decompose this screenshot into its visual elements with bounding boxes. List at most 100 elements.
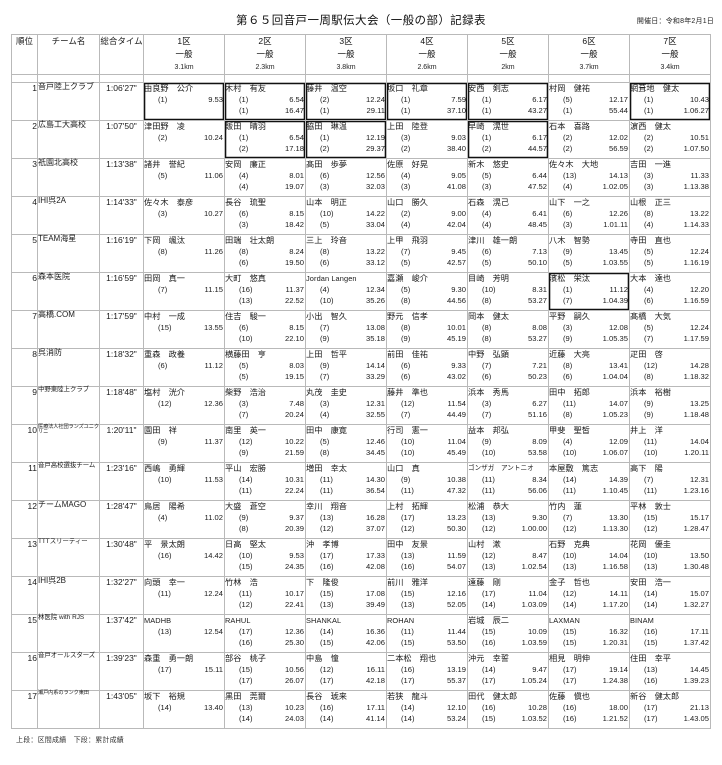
- table-row[interactable]: 17 瀬戸内系のランク東田 1:43'05" 坂下 裕規 (14) 13.40 黒田 莞爾(…: [11, 690, 711, 729]
- cumulative-time: 37.10: [446, 106, 466, 115]
- leg-split-line: (5) 6.44: [468, 170, 548, 181]
- cumulative-time: 52.05: [446, 600, 466, 609]
- cumulative-time: 47.52: [527, 182, 547, 191]
- cumulative-place: (15): [482, 714, 496, 723]
- leg-place: (9): [482, 437, 492, 446]
- leg-5-class: 一般: [499, 49, 517, 59]
- leg-4-distance: 2.6km: [417, 64, 437, 71]
- runner-name: 山本 明正: [306, 198, 347, 207]
- leg-time: 9.30: [451, 285, 466, 294]
- cumulative-time: 26.07: [284, 676, 304, 685]
- runner-name: BINAM: [630, 616, 654, 625]
- leg-time: 16.36: [365, 627, 385, 636]
- runner-name: 山口 勝久: [387, 198, 428, 207]
- leg-place: (1): [563, 285, 573, 294]
- leg-time: 8.15: [289, 209, 304, 218]
- runner-name: 濵西 健太: [630, 122, 671, 131]
- leg-place: (8): [239, 247, 249, 256]
- leg-place: (11): [401, 627, 414, 636]
- cumulative-place: (1): [239, 106, 249, 115]
- cumulative-line: (11) 1.10.45: [549, 485, 629, 496]
- leg-time: 15.11: [204, 665, 223, 674]
- table-row[interactable]: 14 IHI呉2B 1:32'27" 向頭 幸一 (11) 12.24 竹林 浩 (11) 10…: [11, 576, 711, 615]
- table-row[interactable]: 10 医療法人社団ランズユニクリニ 1:20'11" 園田 祥 (9) 11.37 南里 英…: [11, 424, 711, 463]
- runner-name: 津田野 凌: [144, 122, 185, 131]
- table-row[interactable]: 6 森本医院 1:16'59" 田岡 真一 (7) 11.15 大町 悠真 (16) 11.37…: [11, 272, 711, 311]
- cell-leg-6: LAXMAN (15) 16.32 (15) 1.20.31: [548, 614, 630, 653]
- cumulative-line: (14) 24.03: [225, 713, 305, 724]
- runner-name: 平山 宏勝: [225, 464, 266, 473]
- cumulative-line: (16) 1.03.59: [468, 637, 548, 648]
- table-row[interactable]: 8 呉消防 1:18'32" 重森 政養 (6) 11.12 横藤田 亨 (5) 8.03 (5)…: [11, 348, 711, 387]
- cumulative-line: (2) 17.18: [225, 143, 305, 154]
- table-row[interactable]: 12 チームMAGO 1:28'47" 鳥居 陽希 (4) 11.02 大盛 蒼空 (9) 9.…: [11, 500, 711, 539]
- leg-time: 8.03: [289, 361, 304, 370]
- table-row[interactable]: 16 音戸オールスターズ 1:39'23" 森重 勇一朗 (17) 15.11 部谷 桃子(…: [11, 652, 711, 691]
- table-row[interactable]: 1 音戸陸上クラブ 1:06'27" 由良野 公介 (1) 9.53 木村 有友 (1) 6.5…: [11, 82, 711, 121]
- leg-place: (4): [320, 285, 330, 294]
- leg-split-line: (11) 14.07: [549, 398, 629, 409]
- runner-name: 金子 哲也: [549, 578, 590, 587]
- leg-split-line: (4) 12.20: [630, 284, 710, 295]
- cumulative-line: (9) 1.05.35: [549, 333, 629, 344]
- cumulative-place: (8): [320, 448, 330, 457]
- runner-name: 園田 祥: [144, 426, 177, 435]
- runner-name: 平 景太朗: [144, 540, 185, 549]
- runner-name: 石本 喜路: [549, 122, 590, 131]
- cell-team-name: IHI呉2B: [37, 576, 100, 615]
- cumulative-line: (7) 33.29: [306, 371, 386, 382]
- leg-split-line: (7) 11.15: [144, 284, 224, 295]
- runner-name: 脇田 琳温: [306, 122, 347, 131]
- cumulative-place: (9): [563, 334, 573, 343]
- leg-split-line: (14) 15.07: [630, 588, 710, 599]
- cumulative-time: 1.32.27: [683, 600, 709, 609]
- leg-time: 10.43: [689, 95, 709, 104]
- leg-place: (10): [644, 551, 658, 560]
- table-row[interactable]: 3 祇園北高校 1:13'38" 諸井 誉紀 (5) 11.06 安岡 廉正 (4) 8.01(…: [11, 158, 711, 197]
- leg-6-class: 一般: [580, 49, 598, 59]
- cell-leg-2: 竹林 浩 (11) 10.17 (12) 22.41: [224, 576, 306, 615]
- leg-split-line: (8) 10.01: [387, 322, 467, 333]
- cumulative-place: (6): [401, 372, 411, 381]
- cell-team-name: 森本医院: [37, 272, 100, 311]
- table-row[interactable]: 2 広島工大高校 1:07'50" 津田野 凌 (2) 10.24 飯田 晴羽 (1) 6.54…: [11, 120, 711, 159]
- table-row[interactable]: 13 TTTスリーティー 1:30'48" 平 景太朗 (16) 14.42 日高 堅太 (1…: [11, 538, 711, 577]
- cell-rank: 7: [11, 310, 38, 349]
- table-row[interactable]: 9 中野東陸上クラブ 1:18'48" 塩村 洸介 (12) 12.36 柴野 浩治 (3) 7…: [11, 386, 711, 425]
- leg-time: 6.41: [532, 209, 547, 218]
- leg-place: (5): [158, 171, 168, 180]
- cumulative-time: 1.04.04: [602, 372, 628, 381]
- runner-name: 石森 滉己: [468, 198, 509, 207]
- runner-name: 髙橋 大気: [630, 312, 671, 321]
- leg-split-line: (7) 13.08: [306, 322, 386, 333]
- leg-split-line: (16) 18.00: [549, 702, 629, 713]
- table-row[interactable]: 11 音戸高校選抜チーム 1:23'16" 西嶋 勇輝 (10) 11.53 平山 宏勝 (1…: [11, 462, 711, 501]
- cumulative-place: (7): [563, 296, 573, 305]
- leg-time: 12.24: [365, 95, 385, 104]
- cumulative-line: (11) 36.54: [306, 485, 386, 496]
- leg-place: (7): [158, 285, 168, 294]
- cumulative-place: (9): [644, 410, 654, 419]
- cumulative-place: (9): [239, 448, 249, 457]
- cell-leg-2: 飯田 晴羽 (1) 6.54 (2) 17.18: [224, 120, 306, 159]
- table-row[interactable]: 7 高橋.COM 1:17'59" 中村 一成 (15) 13.55 住吉 駿一 (6) 8.1…: [11, 310, 711, 349]
- cell-leg-1: 中村 一成 (15) 13.55: [143, 310, 225, 349]
- leg-time: 10.17: [284, 589, 304, 598]
- leg-place: (11): [239, 589, 252, 598]
- cell-rank: 17: [11, 690, 38, 729]
- leg-place: (14): [239, 475, 253, 484]
- table-row[interactable]: 5 TEAM海星 1:16'19" 下岡 颯汰 (8) 11.26 田端 壮太朗 (8) 8.2…: [11, 234, 711, 273]
- leg-time: 14.28: [689, 361, 709, 370]
- cell-leg-3: Jordan Langen (4) 12.34 (10) 35.26: [305, 272, 387, 311]
- table-row[interactable]: 4 IHI呉2A 1:14'33" 佐々木 泰彦 (3) 10.27 長谷 琉聖 (6) 8.1…: [11, 196, 711, 235]
- leg-place: (2): [401, 209, 411, 218]
- cumulative-place: (4): [644, 220, 654, 229]
- table-row[interactable]: 15 林医院 with RJS 1:37'42" MADHB (13) 12.54 RAHU…: [11, 614, 711, 653]
- leg-place: (10): [320, 209, 334, 218]
- runner-name: 横藤田 亨: [225, 350, 266, 359]
- cell-rank: 8: [11, 348, 38, 387]
- cell-total-time: 1:37'42": [99, 614, 144, 653]
- leg-time: 10.27: [203, 209, 223, 218]
- cumulative-line: (9) 1.18.48: [630, 409, 710, 420]
- cumulative-place: (11): [563, 486, 576, 495]
